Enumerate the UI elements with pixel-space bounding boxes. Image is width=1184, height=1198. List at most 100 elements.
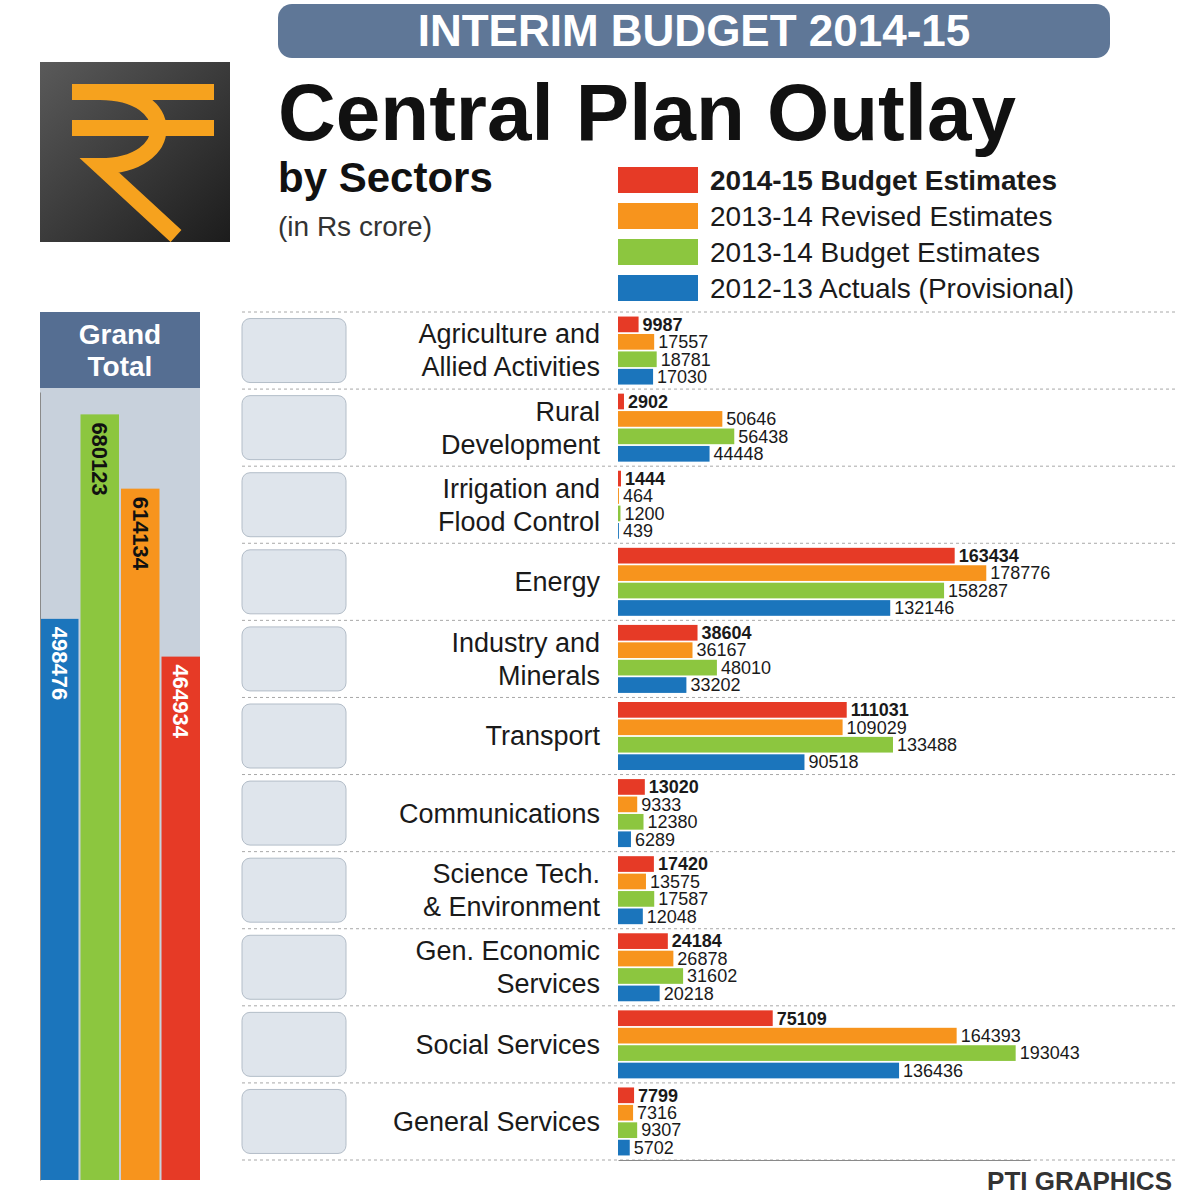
bar <box>618 565 986 581</box>
text-line: General Services <box>393 1107 600 1137</box>
category-label: Communications <box>399 799 600 829</box>
sector-icon <box>242 858 346 922</box>
bar <box>618 625 698 641</box>
bar <box>618 677 686 693</box>
legend-label: 2013-14 Budget Estimates <box>710 237 1040 268</box>
unit-note: (in Rs crore) <box>278 211 432 242</box>
banner-text: INTERIM BUDGET 2014-15 <box>418 6 971 55</box>
total-title: GrandTotal <box>79 319 161 382</box>
bar <box>618 797 637 813</box>
bar <box>618 1063 899 1079</box>
text-line: Gen. Economic <box>415 936 600 966</box>
total-labels: 498476680123614134464934 <box>47 422 194 738</box>
bar <box>618 1045 1016 1061</box>
bar <box>618 986 660 1002</box>
total-header <box>40 312 200 388</box>
row-separator <box>242 466 1176 467</box>
text-line: Communications <box>399 799 600 829</box>
bar <box>618 814 644 830</box>
category-label: Transport <box>485 721 600 751</box>
bar <box>618 754 804 770</box>
bar <box>618 908 643 924</box>
legend-swatch <box>618 275 698 301</box>
sector-icon <box>242 473 346 537</box>
total-panel <box>40 388 200 1180</box>
bar <box>618 1028 957 1044</box>
sector-icon <box>242 1012 346 1076</box>
category-label: Gen. EconomicServices <box>415 936 600 999</box>
category-label: Irrigation andFlood Control <box>438 474 600 537</box>
bar <box>618 429 734 445</box>
credit: PTI GRAPHICS <box>987 1166 1172 1196</box>
x-axis-line <box>619 1160 1031 1161</box>
bar <box>618 583 944 599</box>
bar <box>618 856 654 872</box>
total-bar <box>121 489 159 1180</box>
text-line: Grand <box>79 319 161 350</box>
row-separator <box>242 697 1176 698</box>
total-bar <box>81 414 119 1180</box>
y-axis <box>40 393 41 1181</box>
bar <box>618 471 621 487</box>
sector-icon <box>242 396 346 460</box>
legend-swatch <box>618 167 698 193</box>
category-labels: Agriculture andAllied Activities RuralDev… <box>393 319 601 1136</box>
total-bar <box>40 619 78 1180</box>
text-line: Total <box>88 351 153 382</box>
bar <box>618 369 653 385</box>
bar <box>618 933 668 949</box>
text-line: Flood Control <box>438 507 600 537</box>
bar <box>618 1087 634 1103</box>
bar <box>618 548 955 564</box>
data-label: 158287 <box>948 581 1008 601</box>
text-line: Irrigation and <box>442 474 600 504</box>
bar <box>618 642 693 658</box>
sector-icon <box>242 1089 346 1153</box>
text-line: Energy <box>514 567 600 597</box>
legend-label: 2014-15 Budget Estimates <box>710 165 1057 196</box>
subtitle: by Sectors <box>278 154 493 201</box>
sector-icon <box>242 627 346 691</box>
row-separator <box>242 620 1176 621</box>
bar <box>618 394 624 410</box>
text-line: Social Services <box>415 1030 600 1060</box>
bar <box>618 719 843 735</box>
data-label: 133488 <box>897 735 957 755</box>
bar <box>618 951 673 967</box>
text-line: Transport <box>485 721 600 751</box>
bar <box>618 1010 773 1026</box>
data-label: 12048 <box>647 907 697 927</box>
title: Central Plan Outlay <box>278 68 1016 157</box>
bar <box>618 334 654 350</box>
bar <box>618 600 890 616</box>
bar <box>618 874 646 890</box>
total-label: 498476 <box>47 627 72 700</box>
bar <box>618 351 657 367</box>
data-label: 44448 <box>714 444 764 464</box>
banner <box>278 4 1110 58</box>
data-label: 33202 <box>690 675 740 695</box>
data-label: 136436 <box>903 1061 963 1081</box>
text-line: Development <box>441 430 601 460</box>
text-line: Science Tech. <box>432 859 600 889</box>
data-labels: 9987290214441634343860411103113020174202… <box>623 315 1080 1158</box>
bar <box>618 523 619 539</box>
category-label: RuralDevelopment <box>441 397 601 460</box>
bar <box>618 1105 633 1121</box>
x-axis <box>619 1160 1031 1161</box>
total-label: 680123 <box>87 422 112 495</box>
text-line: Services <box>496 969 600 999</box>
sector-icon <box>242 550 346 614</box>
text-line: Industry and <box>451 628 600 658</box>
bar <box>618 891 654 907</box>
category-label: Agriculture andAllied Activities <box>418 319 600 382</box>
legend-label: 2012-13 Actuals (Provisional) <box>710 273 1074 304</box>
y-axis-line <box>40 393 41 1181</box>
data-label: 5702 <box>634 1138 674 1158</box>
category-label: Social Services <box>415 1030 600 1060</box>
bar <box>618 317 639 333</box>
text-line: & Environment <box>423 892 601 922</box>
data-label: 2902 <box>628 392 668 412</box>
bars <box>618 317 1016 1156</box>
data-label: 193043 <box>1020 1043 1080 1063</box>
